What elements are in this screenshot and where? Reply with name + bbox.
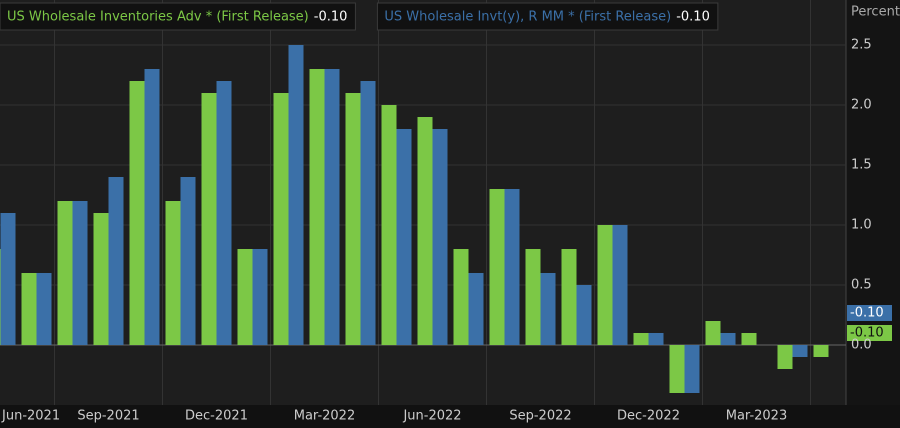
bar	[108, 177, 124, 345]
legend-label: US Wholesale Invt(y), R MM * (First Rele…	[384, 10, 671, 25]
legend-box	[0, 2, 356, 31]
bar	[813, 345, 829, 357]
y-tick-label: 2.5	[851, 38, 872, 53]
axis-label: Percent	[851, 5, 900, 20]
bar	[504, 189, 520, 345]
bar	[129, 81, 145, 345]
legend-box	[376, 2, 719, 31]
bar	[237, 249, 253, 345]
bar	[72, 201, 88, 345]
legend-value: -0.10	[314, 10, 348, 25]
bar	[165, 201, 181, 345]
bar	[741, 333, 757, 345]
bar	[633, 333, 649, 345]
bar	[144, 69, 160, 345]
legend-label: US Wholesale Inventories Adv * (First Re…	[7, 10, 309, 25]
y-tick-label: 0.0	[851, 338, 872, 353]
legend-value: -0.10	[676, 10, 710, 25]
x-axis-band	[0, 405, 900, 428]
x-tick-label: Sep-2022	[509, 409, 571, 424]
bar	[684, 345, 700, 393]
bar	[0, 213, 16, 345]
value-tag	[847, 325, 892, 341]
y-tick-label: 2.0	[851, 98, 872, 113]
x-tick-label: Sep-2021	[77, 409, 139, 424]
y-tick-label: 1.0	[851, 218, 872, 233]
x-tick-label: Jun-2021	[1, 409, 60, 424]
bar	[93, 213, 109, 345]
bar	[324, 69, 340, 345]
x-tick-label: Dec-2022	[617, 409, 680, 424]
bar	[345, 93, 361, 345]
bar	[21, 273, 37, 345]
bar	[252, 249, 268, 345]
bar	[489, 189, 505, 345]
x-tick-label: Jun-2022	[402, 409, 461, 424]
value-tag-label: -0.10	[850, 306, 884, 321]
bar	[597, 225, 613, 345]
bar	[36, 273, 52, 345]
bar	[216, 81, 232, 345]
x-tick-label: Mar-2022	[294, 409, 355, 424]
bar	[576, 285, 592, 345]
bar	[360, 81, 376, 345]
bar	[432, 129, 448, 345]
bar	[705, 321, 721, 345]
bar	[468, 273, 484, 345]
bar	[288, 45, 304, 345]
value-tag	[847, 305, 892, 321]
bar	[309, 69, 325, 345]
bar	[561, 249, 577, 345]
bar	[669, 345, 685, 393]
bar	[381, 105, 397, 345]
bar	[0, 249, 1, 345]
bar	[417, 117, 433, 345]
bar	[777, 345, 793, 369]
bar	[201, 93, 217, 345]
legend-item: US Wholesale Invt(y), R MM * (First Rele…	[376, 2, 719, 31]
y-tick-label: 0.5	[851, 278, 872, 293]
bar	[792, 345, 808, 357]
bar	[612, 225, 628, 345]
bar	[540, 273, 556, 345]
bar	[648, 333, 664, 345]
y-tick-label: 1.5	[851, 158, 872, 173]
value-tag-label: -0.10	[850, 326, 884, 341]
bar	[273, 93, 289, 345]
bar	[180, 177, 196, 345]
legend-item: US Wholesale Inventories Adv * (First Re…	[0, 2, 356, 31]
bar	[525, 249, 541, 345]
x-tick-label: Mar-2023	[726, 409, 787, 424]
bar	[396, 129, 412, 345]
bar	[453, 249, 469, 345]
x-tick-label: Dec-2021	[185, 409, 248, 424]
bar	[57, 201, 73, 345]
bar	[720, 333, 736, 345]
